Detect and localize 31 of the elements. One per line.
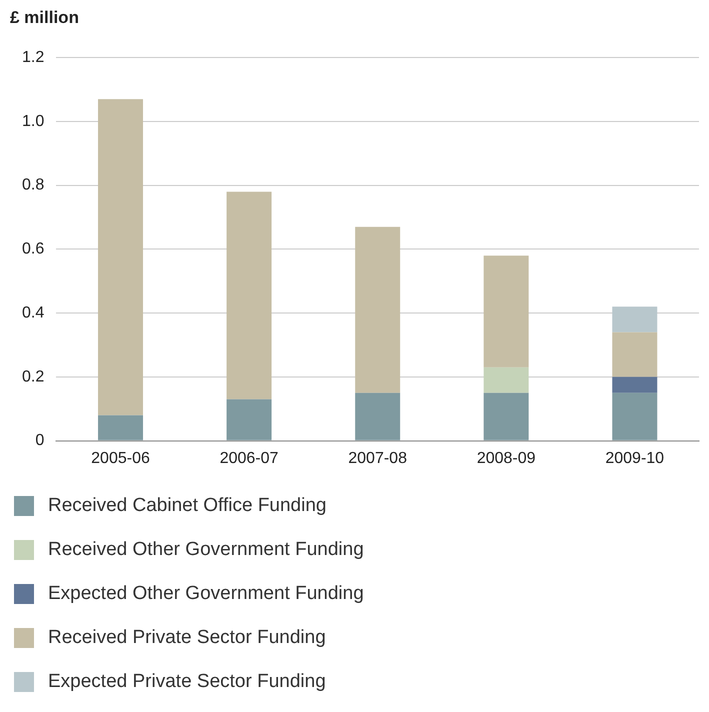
x-tick-label: 2009-10 [605, 450, 664, 467]
legend-label: Received Other Government Funding [48, 539, 364, 561]
legend-label: Received Cabinet Office Funding [48, 495, 326, 517]
y-tick-label: 0.4 [22, 304, 44, 322]
bar [355, 392, 400, 440]
y-tick-label: 0.8 [22, 176, 44, 194]
y-tick-label: 0 [35, 432, 44, 450]
bar [98, 415, 144, 440]
bar [612, 392, 658, 440]
x-tick-label: 2007-08 [348, 450, 408, 467]
x-tick-label: 2006-07 [220, 450, 279, 467]
y-axis-title: £ million [10, 8, 79, 28]
legend-label: Received Private Sector Funding [48, 627, 326, 649]
bar [98, 99, 144, 416]
y-tick-label: 0.6 [22, 240, 44, 258]
bar [226, 399, 272, 440]
legend-label: Expected Private Sector Funding [48, 671, 326, 693]
bar [484, 367, 529, 393]
bar [612, 332, 658, 377]
bar [484, 392, 529, 440]
y-tick-label: 1.2 [22, 49, 44, 66]
x-tick-label: 2008-09 [476, 450, 536, 467]
bar [612, 376, 658, 393]
x-tick-label: 2005-06 [91, 450, 150, 467]
bar [612, 306, 658, 332]
y-tick-label: 0.2 [22, 368, 44, 386]
bar [484, 256, 529, 368]
y-tick-label: 1.0 [22, 112, 44, 130]
legend-label: Expected Other Government Funding [48, 583, 364, 605]
bar [226, 192, 272, 400]
bar [355, 226, 400, 393]
